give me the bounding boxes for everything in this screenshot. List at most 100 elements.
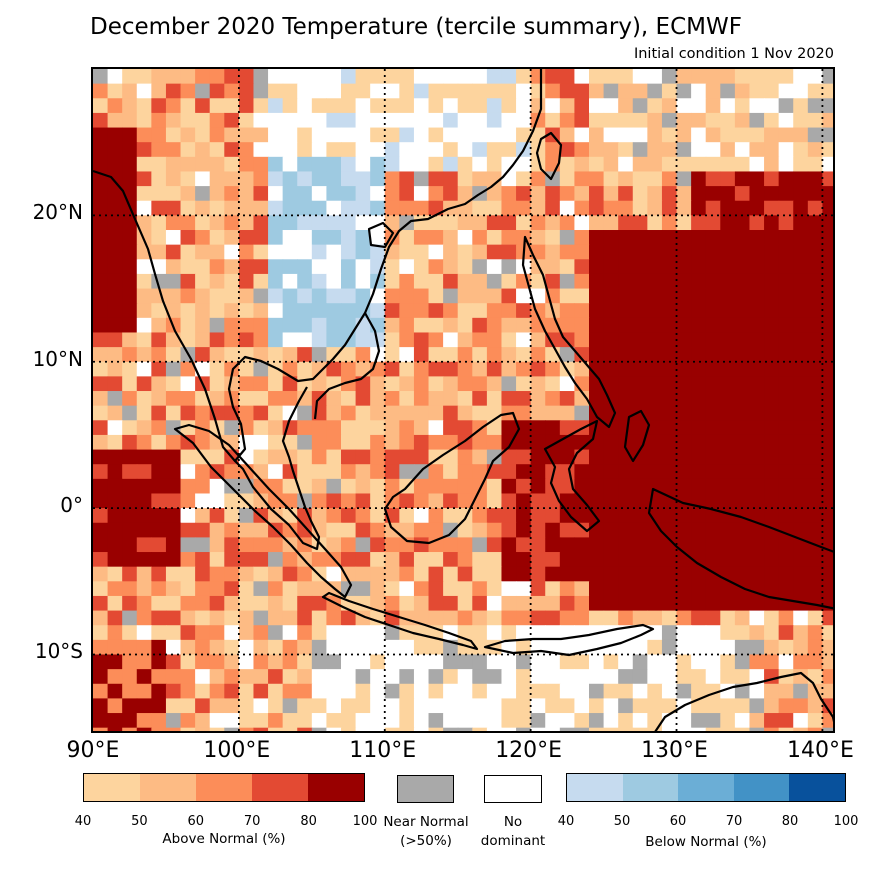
- map-cell: [136, 127, 152, 143]
- map-cell: [238, 566, 255, 582]
- map-cell: [326, 405, 342, 421]
- map-cell: [224, 69, 240, 85]
- map-cell: [574, 156, 590, 173]
- map-cell: [632, 537, 648, 553]
- map-cell: [793, 625, 809, 641]
- map-cell: [326, 625, 342, 641]
- map-cell: [370, 98, 386, 114]
- map-cell: [443, 405, 459, 421]
- map-cell: [370, 434, 386, 451]
- map-cell: [661, 186, 678, 202]
- map-cell: [282, 698, 298, 714]
- map-cell: [545, 230, 561, 246]
- map-cell: [589, 347, 605, 363]
- map-cell: [326, 127, 342, 143]
- map-cell: [749, 83, 765, 99]
- map-cell: [370, 595, 386, 612]
- map-cell: [443, 434, 459, 451]
- map-cell: [122, 361, 138, 377]
- map-cell: [486, 259, 503, 275]
- coastlines: [93, 69, 833, 731]
- map-cell: [268, 142, 284, 158]
- map-cell: [793, 434, 809, 451]
- map-cell: [749, 171, 765, 187]
- map-cell: [486, 449, 503, 465]
- map-cell: [238, 303, 255, 319]
- map-cell: [413, 537, 430, 553]
- map-cell: [384, 669, 400, 685]
- map-cell: [224, 698, 240, 714]
- map-cell: [734, 112, 751, 129]
- map-cell: [749, 98, 765, 114]
- map-cell: [253, 713, 269, 729]
- map-cell: [589, 669, 605, 685]
- map-cell: [136, 347, 152, 363]
- map-cell: [195, 478, 211, 495]
- map-cell: [268, 171, 284, 187]
- map-cell: [326, 654, 342, 670]
- map-cell: [720, 288, 736, 304]
- map-cell: [151, 552, 167, 568]
- map-cell: [180, 244, 196, 260]
- map-cell: [486, 713, 503, 729]
- map-cell: [443, 537, 459, 553]
- map-cell: [691, 464, 707, 480]
- map-cell: [399, 69, 415, 85]
- map-cell: [253, 654, 269, 670]
- map-cell: [151, 391, 167, 407]
- map-cell: [501, 127, 517, 143]
- map-cell: [443, 215, 459, 231]
- map-cell: [224, 610, 240, 626]
- map-cell: [764, 493, 780, 509]
- map-cell: [603, 288, 619, 304]
- map-cell: [720, 303, 736, 319]
- map-cell: [238, 522, 255, 538]
- map-cell: [457, 142, 473, 158]
- map-cell: [749, 683, 765, 700]
- map-cell: [107, 156, 123, 173]
- map-cell: [618, 142, 634, 158]
- map-cell: [705, 405, 721, 421]
- map-cell: [341, 537, 357, 553]
- map-cell: [822, 200, 833, 216]
- map-cell: [661, 508, 678, 524]
- map-cell: [647, 215, 663, 231]
- map-cell: [632, 303, 648, 319]
- map-cell: [793, 449, 809, 465]
- map-cell: [764, 610, 780, 626]
- map-cell: [501, 522, 517, 538]
- map-cell: [574, 713, 590, 729]
- map-cell: [282, 200, 298, 216]
- map-cell: [311, 493, 328, 509]
- map-cell: [530, 376, 546, 392]
- map-cell: [793, 230, 809, 246]
- map-cell: [632, 391, 648, 407]
- map-cell: [734, 552, 751, 568]
- map-cell: [355, 171, 371, 187]
- map-cell: [472, 552, 488, 568]
- map-cell: [136, 581, 152, 597]
- map-cell: [457, 566, 473, 582]
- map-cell: [282, 303, 298, 319]
- map-cell: [778, 713, 794, 729]
- map-cell: [676, 98, 692, 114]
- map-cell: [764, 112, 780, 129]
- map-cell: [734, 595, 751, 612]
- map-cell: [603, 156, 619, 173]
- map-cell: [165, 552, 182, 568]
- map-cell: [165, 581, 182, 597]
- map-cell: [311, 654, 328, 670]
- map-cell: [822, 142, 833, 158]
- map-cell: [793, 259, 809, 275]
- map-cell: [151, 713, 167, 729]
- map-cell: [341, 259, 357, 275]
- map-cell: [720, 127, 736, 143]
- map-cell: [807, 142, 824, 158]
- coast-java: [321, 591, 479, 651]
- map-cell: [122, 478, 138, 495]
- map-cell: [107, 317, 123, 334]
- map-cell: [603, 478, 619, 495]
- map-cell: [341, 610, 357, 626]
- map-cell: [122, 713, 138, 729]
- map-cell: [778, 288, 794, 304]
